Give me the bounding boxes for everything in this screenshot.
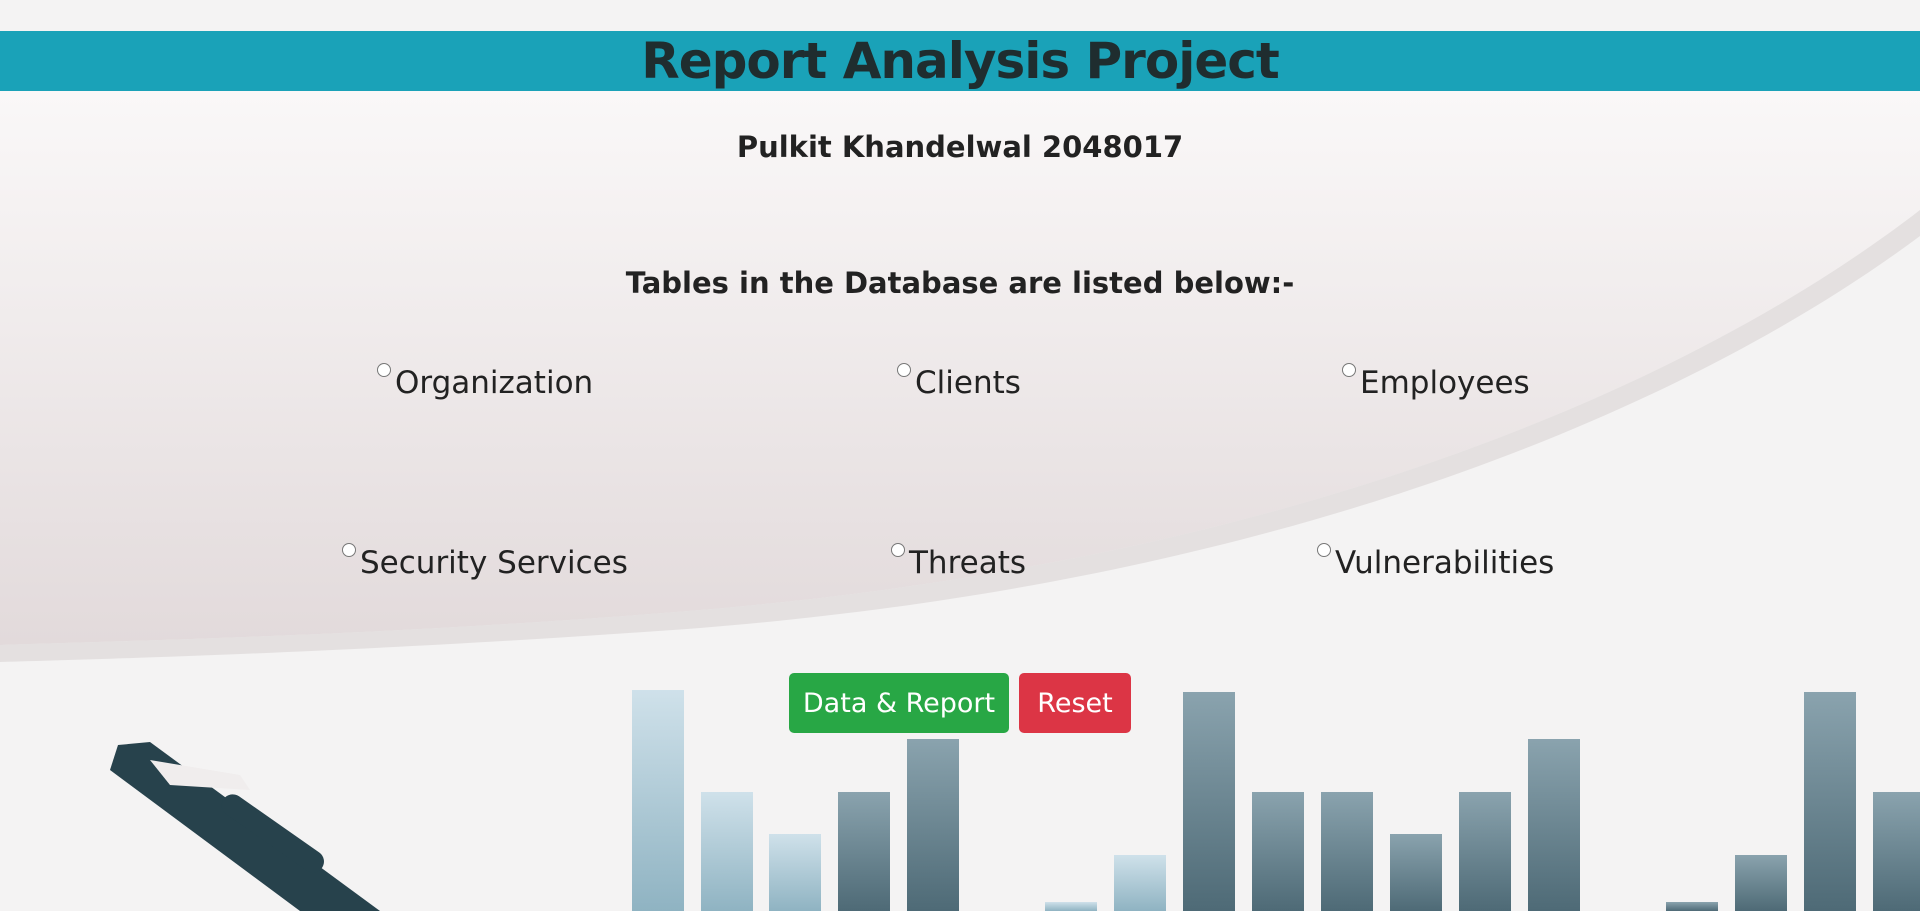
option-label: Employees	[1360, 365, 1530, 401]
radio-threats[interactable]	[891, 543, 905, 557]
page-title: Report Analysis Project	[641, 32, 1280, 90]
radio-security-services[interactable]	[342, 543, 356, 557]
option-threats[interactable]: Threats	[891, 543, 1026, 581]
header-bar: Report Analysis Project	[0, 31, 1920, 91]
option-label: Vulnerabilities	[1335, 545, 1555, 581]
data-report-button[interactable]: Data & Report	[789, 673, 1009, 733]
author-subtitle: Pulkit Khandelwal 2048017	[736, 130, 1184, 164]
radio-organization[interactable]	[377, 363, 391, 377]
radio-clients[interactable]	[897, 363, 911, 377]
option-security-services[interactable]: Security Services	[342, 543, 628, 581]
option-clients[interactable]: Clients	[897, 363, 1021, 401]
option-label: Security Services	[360, 545, 628, 581]
option-vulnerabilities[interactable]: Vulnerabilities	[1317, 543, 1554, 581]
option-organization[interactable]: Organization	[377, 363, 593, 401]
option-label: Clients	[915, 365, 1021, 401]
radio-employees[interactable]	[1342, 363, 1356, 377]
option-label: Organization	[395, 365, 594, 401]
option-label: Threats	[909, 545, 1027, 581]
option-employees[interactable]: Employees	[1342, 363, 1530, 401]
radio-vulnerabilities[interactable]	[1317, 543, 1331, 557]
background-bars	[632, 690, 1920, 911]
tables-heading: Tables in the Database are listed below:…	[625, 266, 1295, 300]
reset-button[interactable]: Reset	[1019, 673, 1131, 733]
pen-icon	[110, 742, 380, 911]
